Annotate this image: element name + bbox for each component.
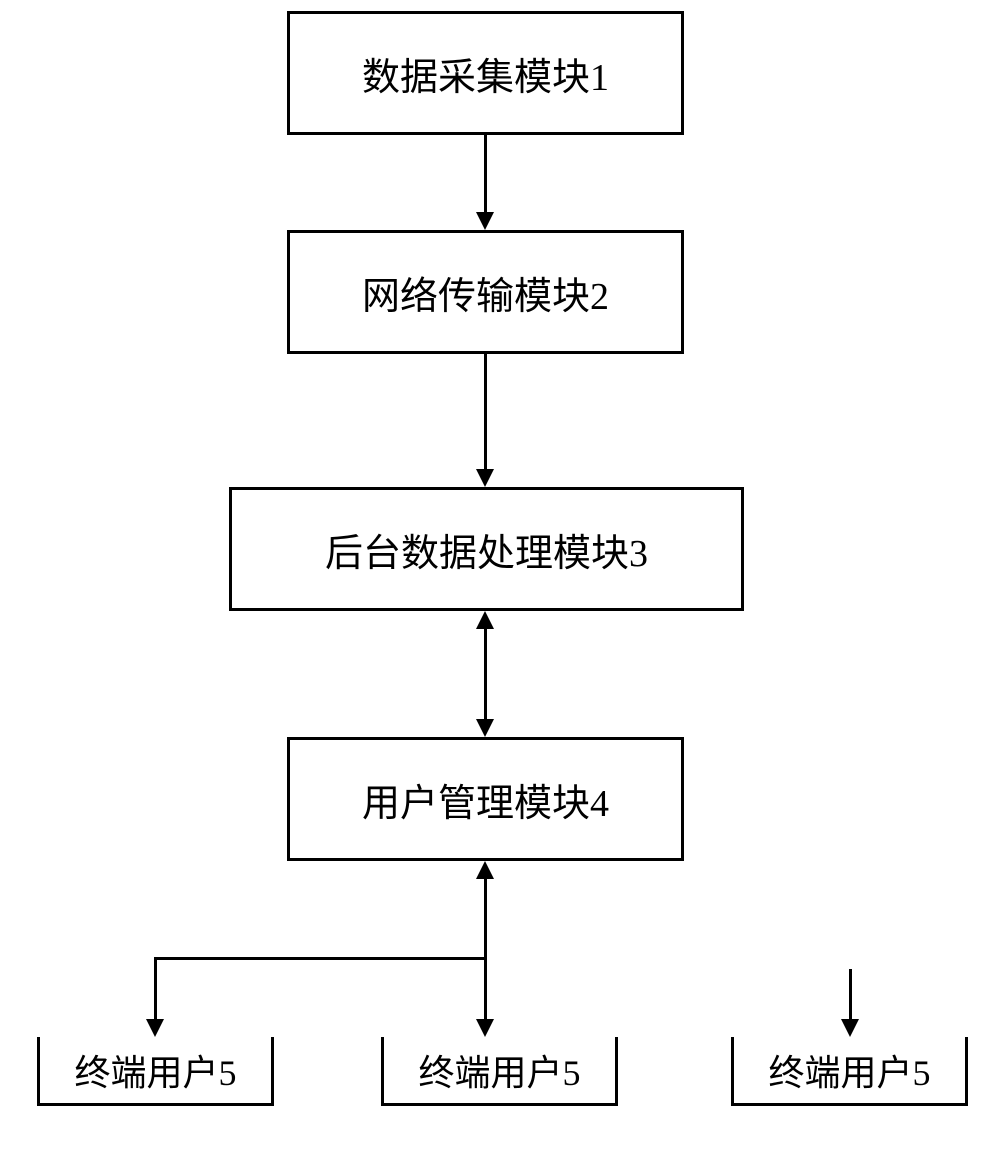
node-label: 终端用户5 [768,1044,930,1096]
node-terminal-user-b: 终端用户5 [381,1037,618,1106]
arrow-2-3 [484,354,487,469]
arrow-branch-5c [849,969,852,1019]
arrowhead-4-branch-up [476,861,494,879]
arrowhead-5c [841,1019,859,1037]
arrowhead-5b [476,1019,494,1037]
node-label: 网络传输模块2 [362,265,609,320]
node-data-collection: 数据采集模块1 [287,11,684,135]
node-user-management: 用户管理模块4 [287,737,684,861]
node-terminal-user-c: 终端用户5 [731,1037,968,1106]
node-terminal-user-a: 终端用户5 [37,1037,274,1106]
arrow-3-4 [484,629,487,719]
arrowhead-5a [146,1019,164,1037]
arrowhead-3-4-up [476,611,494,629]
node-label: 终端用户5 [418,1044,580,1096]
arrow-4-branch [484,879,487,957]
arrow-branch-5a [154,957,157,1019]
arrowhead-2-3 [476,469,494,487]
node-label: 数据采集模块1 [362,46,609,101]
arrowhead-3-4-down [476,719,494,737]
arrowhead-1-2 [476,212,494,230]
node-label: 后台数据处理模块3 [325,522,648,577]
arrow-1-2 [484,135,487,212]
node-network-transmission: 网络传输模块2 [287,230,684,354]
branch-line [155,957,487,960]
flowchart-container: 数据采集模块1 网络传输模块2 后台数据处理模块3 用户管理模块4 终端用户5 … [0,0,996,1157]
node-label: 终端用户5 [74,1044,236,1096]
node-label: 用户管理模块4 [362,772,609,827]
arrow-branch-5b [484,957,487,1019]
node-backend-processing: 后台数据处理模块3 [229,487,744,611]
